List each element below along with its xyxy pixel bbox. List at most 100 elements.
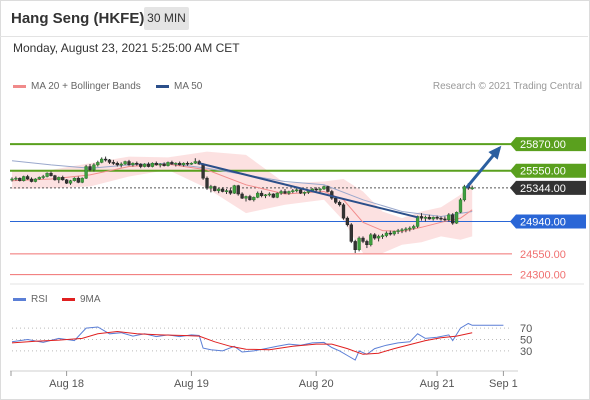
candle-body [228,190,233,194]
candle-body [337,202,342,206]
candle-body [162,163,166,166]
candle-body [201,163,205,179]
candle [88,164,92,172]
candle [373,233,377,240]
candle [33,178,38,183]
candle-body [271,193,275,198]
candle [72,177,77,182]
candle [232,184,236,194]
candle [462,184,467,202]
candle [154,161,158,166]
candle-body [41,176,45,178]
candle-body [458,199,463,213]
candle [162,162,166,167]
candle [127,159,131,166]
candle-body [10,178,14,181]
candle [259,190,264,198]
candle [248,194,252,201]
candle [361,236,365,244]
ma20-line [11,163,473,232]
candle [76,176,80,184]
candle-body [232,185,236,194]
legend-ma50-label: MA 50 [174,81,203,92]
candle [314,187,318,192]
candle-body [295,189,299,192]
candle-body [412,226,416,229]
candle-body [123,161,127,165]
candle [295,188,299,193]
candle-body [92,164,96,171]
candle-body [181,162,186,166]
rsi-tick-label: 30 [520,346,532,358]
candle-body [185,162,190,165]
candle [302,191,307,196]
candle-body [252,197,256,201]
x-axis-tick-label: Aug 18 [49,378,84,390]
candle [111,159,116,165]
candle [318,188,322,193]
price-level-label: 25870.00 [520,139,566,151]
ma50-swatch [156,84,169,88]
candle-body [57,177,61,181]
candle [115,161,119,167]
candle [57,176,61,184]
candle [119,162,123,168]
candle-body [345,217,350,226]
candle [349,223,353,244]
candle-body [388,232,392,235]
price-level-label: 24940.00 [520,216,566,228]
candle [170,160,174,165]
x-axis-tick-label: Aug 20 [299,378,334,390]
candle-body [376,236,381,239]
price-level-label: 25344.00 [520,183,566,195]
candle-body [353,241,357,250]
candle-body [25,176,30,180]
candle [131,162,135,167]
candle-body [33,178,38,182]
candle [439,216,443,221]
price-level-label: 24550.00 [520,249,566,261]
candle-body [68,180,73,184]
candle [271,193,275,199]
candle-body [439,217,443,220]
legend-ma20-label: MA 20 + Bollinger Bands [31,81,141,92]
candle-body [224,190,229,192]
candle [25,174,30,180]
candle [64,179,69,185]
price-level-label: 24300.00 [520,270,566,282]
candle-body [80,177,84,183]
candle-body [240,193,244,199]
candle-body [341,204,346,219]
candle-body [373,234,377,239]
candle [380,233,385,239]
candle-body [49,172,53,176]
candle [384,231,389,238]
candle-body [279,191,283,194]
candle-body [283,191,287,194]
candle-body [14,177,18,180]
candle [376,234,381,242]
candle [84,164,88,180]
candle [267,192,272,197]
candle [49,171,53,177]
candle [158,163,162,168]
candle-body [64,179,69,184]
candle [10,177,14,182]
candle [454,211,459,224]
ma9-swatch [62,297,75,301]
candle [412,224,416,230]
candle-body [213,186,217,191]
candle-body [322,186,326,190]
header-bar: Hang Seng (HKFE) 30 MIN [0,0,588,37]
candle [419,213,424,221]
candle-body [131,162,135,166]
candle [263,193,268,199]
candle-body [423,217,428,219]
candle [244,195,248,202]
interval-button[interactable]: 30 MIN [144,7,189,30]
candle-body [454,212,459,224]
candle [205,176,209,190]
candle-body [248,196,252,201]
candle [150,162,155,168]
